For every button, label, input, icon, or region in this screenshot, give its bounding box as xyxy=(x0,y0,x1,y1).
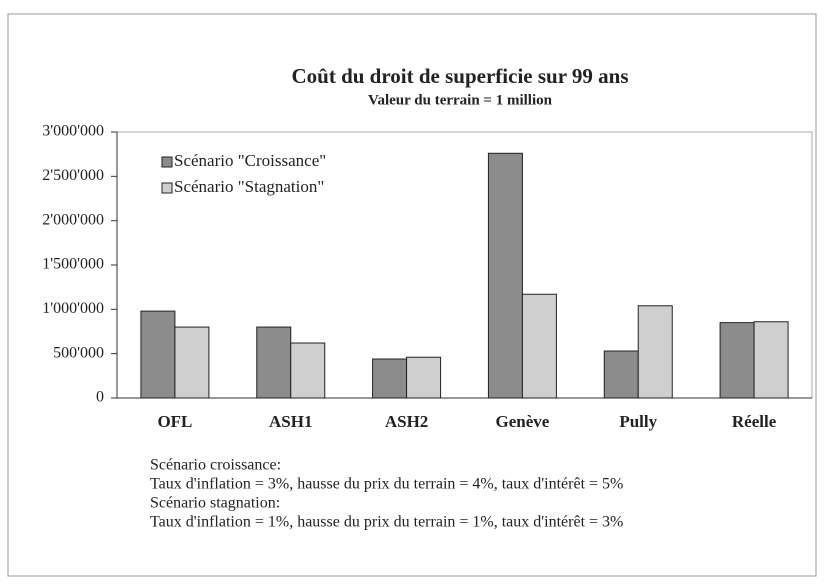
y-tick-label: 1'000'000 xyxy=(42,300,104,317)
y-tick-label: 1'500'000 xyxy=(42,256,104,273)
bar xyxy=(521,293,557,399)
legend-label: Scénario "Croissance" xyxy=(174,151,326,170)
note: Taux d'inflation = 1%, hausse du prix du… xyxy=(150,514,623,531)
x-tick-label: OFL xyxy=(157,412,192,431)
bar xyxy=(140,310,176,399)
x-tick-label: Pully xyxy=(619,412,657,431)
y-tick-label: 3'000'000 xyxy=(42,123,104,140)
note: Scénario stagnation: xyxy=(150,495,280,512)
y-tick-label: 0 xyxy=(96,389,104,406)
bar xyxy=(372,358,408,399)
frame xyxy=(7,13,817,577)
bar xyxy=(174,326,210,399)
bar xyxy=(487,152,523,399)
x-tick-label: Réelle xyxy=(732,412,777,431)
bar xyxy=(256,326,292,399)
legend-swatch xyxy=(161,156,173,168)
x-tick-label: Genève xyxy=(496,412,550,431)
y-tick-label: 2'500'000 xyxy=(42,167,104,184)
chart-subtitle: Valeur du terrain = 1 million xyxy=(368,92,553,108)
chart-title: Coût du droit de superficie sur 99 ans xyxy=(291,64,628,88)
bar xyxy=(406,356,442,399)
legend-label: Scénario "Stagnation" xyxy=(174,177,324,196)
x-tick-label: ASH2 xyxy=(385,412,428,431)
x-tick-label: ASH1 xyxy=(269,412,312,431)
note: Taux d'inflation = 3%, hausse du prix du… xyxy=(150,476,623,493)
note: Scénario croissance: xyxy=(150,457,281,474)
bar xyxy=(753,321,789,399)
legend-swatch xyxy=(161,182,173,194)
bar xyxy=(719,322,755,399)
y-tick-label: 2'000'000 xyxy=(42,211,104,228)
plot-area xyxy=(116,131,813,399)
y-tick-label: 500'000 xyxy=(53,344,104,361)
bar xyxy=(603,350,639,399)
bar xyxy=(290,342,326,399)
bar xyxy=(637,305,673,399)
